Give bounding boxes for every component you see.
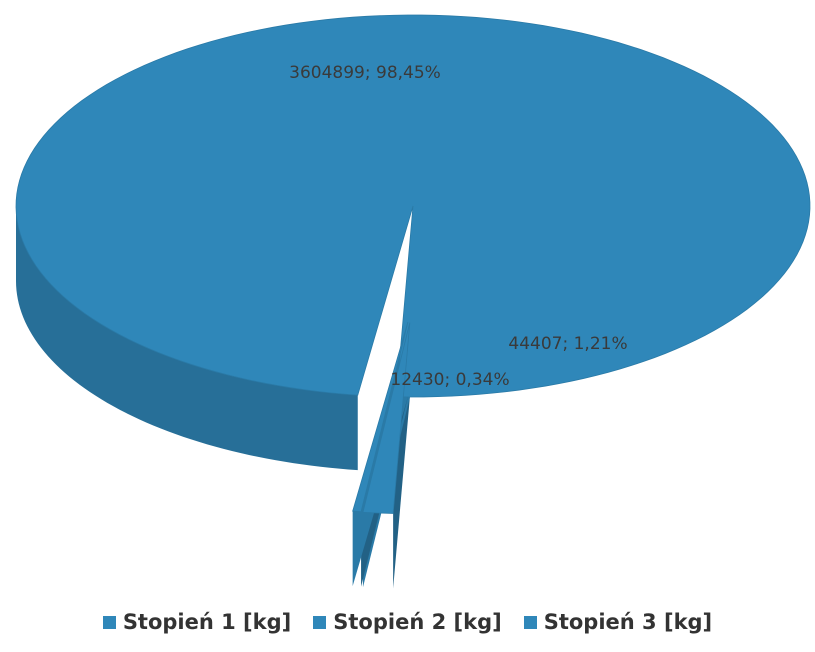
data-label-stopien-1: 3604899; 98,45% (289, 63, 441, 83)
legend-swatch (523, 615, 537, 629)
data-label-stopien-3: 44407; 1,21% (508, 334, 627, 354)
slice-wall-1 (16, 206, 358, 471)
legend-label: Stopień 1 [kg] (122, 610, 292, 634)
data-label-stopien-2: 12430; 0,34% (390, 370, 509, 390)
slice-top-1 (15, 14, 811, 398)
legend-swatch (313, 615, 327, 629)
legend-item-stopien-2[interactable]: Stopień 2 [kg] (313, 610, 502, 634)
data-labels: 3604899; 98,45% 44407; 1,21% 12430; 0,34… (289, 63, 627, 390)
legend-item-stopien-3[interactable]: Stopień 3 [kg] (523, 610, 713, 634)
slice-top-2 (352, 321, 409, 513)
legend-label: Stopień 3 [kg] (543, 610, 713, 634)
legend-label: Stopień 2 [kg] (333, 610, 502, 634)
legend: Stopień 1 [kg] Stopień 2 [kg] Stopień 3 … (0, 610, 815, 634)
pie-tops (15, 14, 811, 514)
legend-swatch (102, 615, 116, 629)
slice-top-3 (362, 322, 411, 514)
legend-item-stopien-1[interactable]: Stopień 1 [kg] (102, 610, 292, 634)
